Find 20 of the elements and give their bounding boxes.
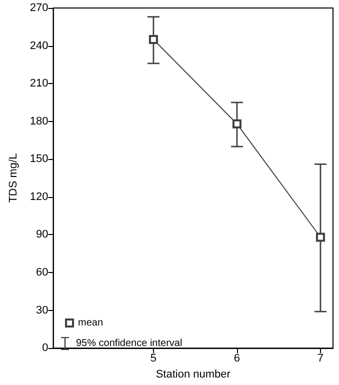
y-tick-label: 180 [30,115,48,128]
y-tick-label: 30 [36,304,48,316]
legend-label: mean [78,318,104,328]
point [148,34,158,44]
y-tick-label: 60 [36,266,48,279]
annotation: 95% confidence interval [76,338,182,349]
y-tick-label: 240 [30,40,48,52]
point [316,232,325,242]
y-tick-label: 210 [30,78,48,90]
x-tick-label: 5 [150,352,157,365]
y-tick-label: 90 [36,228,48,241]
y-axis-title: TDS mg/L [8,153,20,203]
y-tick-label: 120 [30,190,48,203]
x-tick-label: 6 [234,352,240,365]
y-tick-label: 150 [30,153,48,166]
y-tick-label: 0 [42,342,48,354]
point [232,119,242,128]
y-tick-label: 270 [30,2,48,14]
x-axis-title: Station number [156,368,231,380]
x-tick-label: 7 [317,352,324,365]
